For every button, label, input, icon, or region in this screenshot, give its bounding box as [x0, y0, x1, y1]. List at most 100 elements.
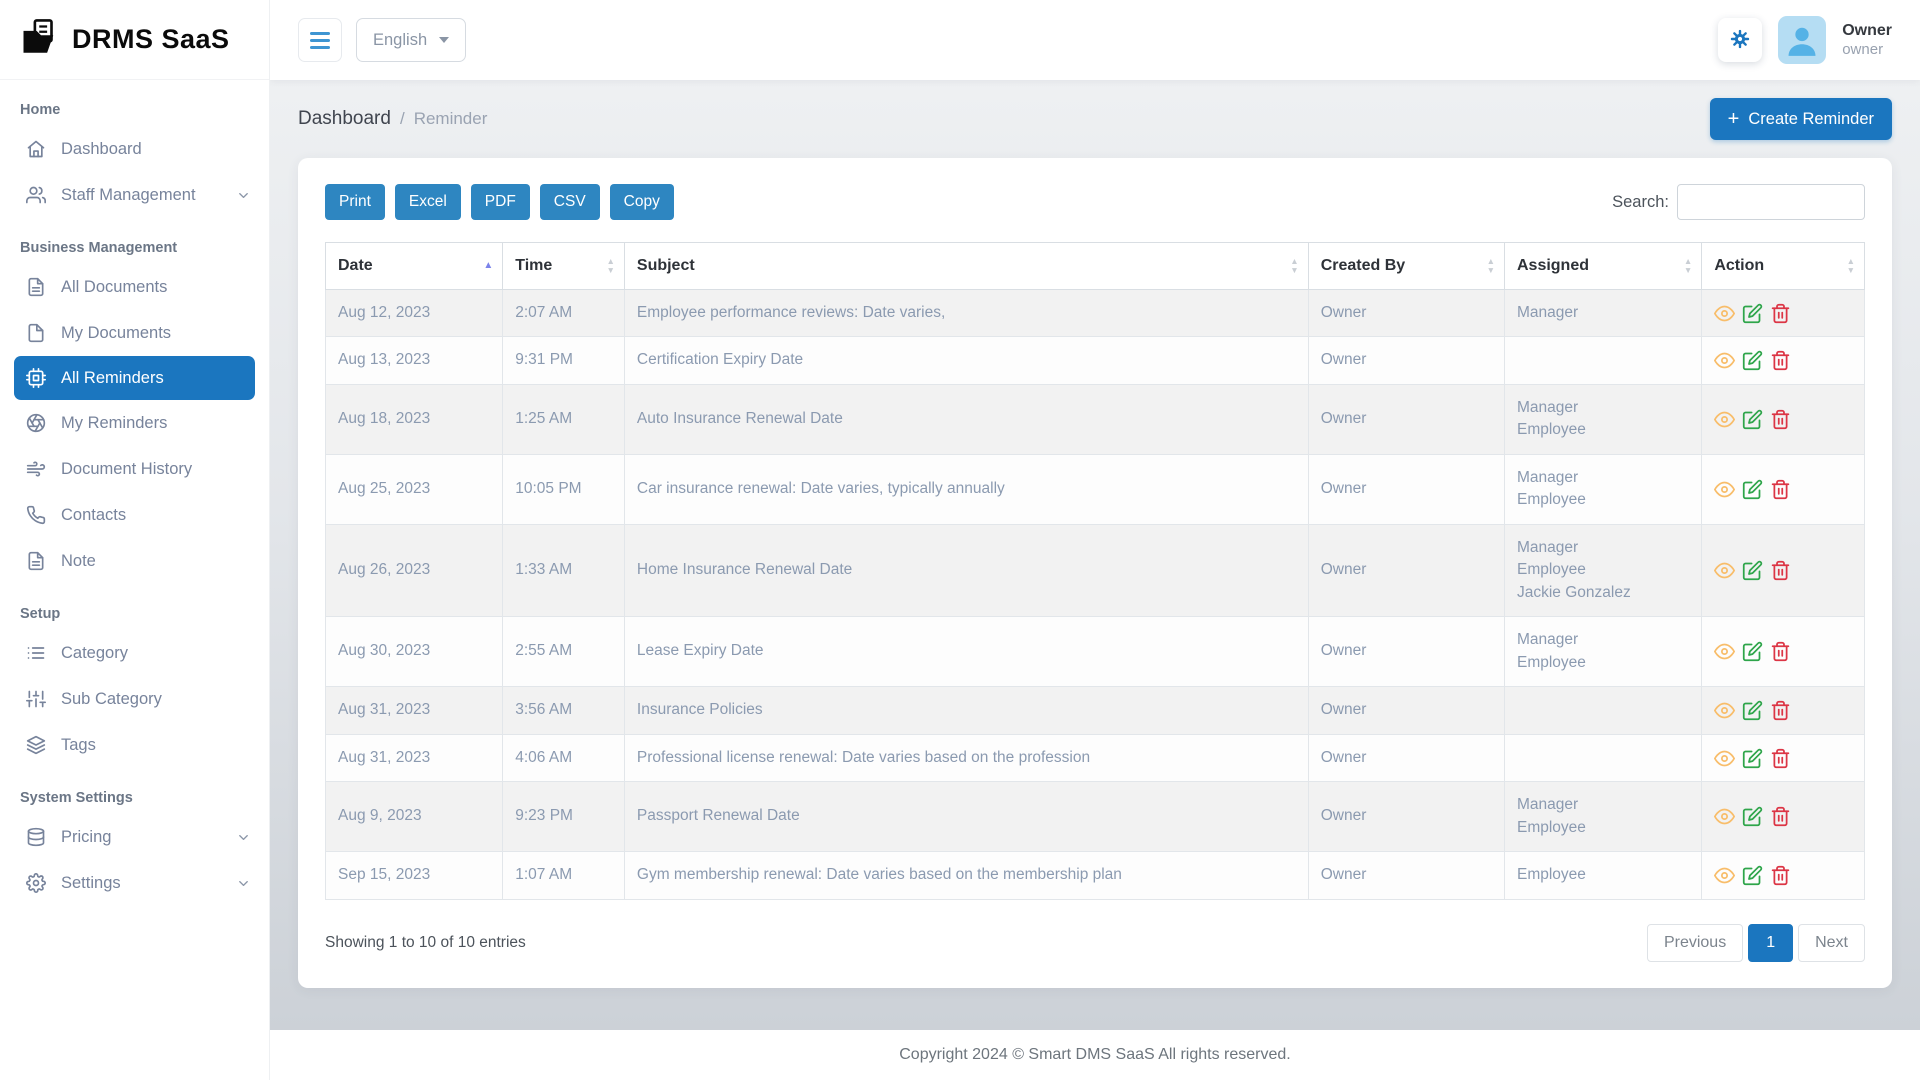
delete-reminder-button[interactable] [1770, 700, 1791, 721]
column-header-created-by[interactable]: Created By ▲ ▼ [1307, 242, 1505, 290]
search-wrap: Search: [1612, 184, 1865, 220]
view-reminder-button[interactable] [1714, 748, 1736, 769]
delete-reminder-button[interactable] [1770, 806, 1791, 827]
sidebar-item-all-reminders[interactable]: All Reminders [14, 356, 255, 400]
view-reminder-button[interactable] [1714, 350, 1736, 371]
next-page-button[interactable]: Next [1798, 923, 1865, 962]
edit-reminder-button[interactable] [1742, 479, 1763, 500]
edit-reminder-button[interactable] [1742, 806, 1763, 827]
sidebar-item-contacts[interactable]: Contacts [0, 492, 269, 538]
edit-reminder-button[interactable] [1742, 303, 1763, 324]
delete-reminder-button[interactable] [1770, 641, 1791, 662]
delete-reminder-button[interactable] [1770, 303, 1791, 324]
edit-reminder-button[interactable] [1742, 409, 1763, 430]
sidebar-section: Setup Category Sub Category Tags [0, 584, 269, 768]
cell-action [1701, 523, 1865, 618]
sidebar-item-pricing[interactable]: Pricing [0, 814, 269, 860]
main-area: English [270, 0, 1920, 1080]
copy-button[interactable]: Copy [609, 184, 674, 220]
plus-icon: + [1727, 108, 1740, 130]
create-reminder-button[interactable]: + Create Reminder [1709, 98, 1892, 140]
trash-icon [1770, 410, 1791, 430]
previous-page-button[interactable]: Previous [1646, 923, 1744, 962]
page-1-button[interactable]: 1 [1748, 923, 1794, 962]
view-reminder-button[interactable] [1714, 641, 1736, 662]
search-input[interactable] [1677, 184, 1865, 220]
assigned-name: Employee [1516, 818, 1586, 836]
column-header-action[interactable]: Action ▲ ▼ [1701, 242, 1865, 290]
column-header-date[interactable]: Date ▲▼ [324, 242, 504, 290]
sidebar-item-my-reminders[interactable]: My Reminders [0, 400, 269, 446]
sidebar-item-dashboard[interactable]: Dashboard [0, 126, 269, 172]
view-reminder-button[interactable] [1714, 865, 1736, 886]
eye-icon [1714, 808, 1736, 825]
assigned-name: Manager [1516, 796, 1579, 814]
copyright-text: Copyright 2024 © Smart DMS SaaS All righ… [899, 1046, 1291, 1063]
cell-subject: Gym membership renewal: Date varies base… [623, 851, 1309, 900]
column-header-assigned[interactable]: Assigned ▲ ▼ [1503, 242, 1703, 290]
trash-icon [1770, 865, 1791, 886]
print-button[interactable]: Print [325, 184, 385, 220]
edit-reminder-button[interactable] [1742, 865, 1763, 886]
sidebar-item-all-documents[interactable]: All Documents [0, 264, 269, 310]
view-reminder-button[interactable] [1714, 806, 1736, 827]
delete-reminder-button[interactable] [1770, 479, 1791, 500]
cell-date: Aug 31, 2023 [324, 686, 504, 735]
language-dropdown[interactable]: English [356, 18, 467, 62]
assigned-name: Employee [1516, 421, 1586, 439]
edit-reminder-button[interactable] [1742, 350, 1763, 371]
layers-icon [26, 735, 46, 755]
settings-icon [26, 873, 46, 893]
eye-icon [1714, 562, 1736, 579]
csv-button[interactable]: CSV [539, 184, 600, 220]
delete-reminder-button[interactable] [1770, 748, 1791, 769]
sidebar-item-my-documents[interactable]: My Documents [0, 310, 269, 356]
delete-reminder-button[interactable] [1770, 865, 1791, 886]
column-header-time[interactable]: Time ▲ ▼ [502, 242, 625, 290]
edit-reminder-button[interactable] [1742, 560, 1763, 581]
column-header-subject[interactable]: Subject ▲ ▼ [623, 242, 1309, 290]
cell-time: 10:05 PM [502, 453, 625, 525]
file-icon [26, 323, 46, 343]
view-reminder-button[interactable] [1714, 409, 1736, 430]
edit-icon [1742, 479, 1763, 500]
table-row: Aug 25, 2023 10:05 PM Car insurance rene… [324, 453, 1865, 525]
edit-icon [1742, 303, 1763, 324]
edit-reminder-button[interactable] [1742, 700, 1763, 721]
edit-reminder-button[interactable] [1742, 748, 1763, 769]
excel-button[interactable]: Excel [394, 184, 461, 220]
cell-assigned: Manager Employee Jackie Gonzalez [1503, 523, 1703, 618]
sidebar-section: Business Management All Documents My Doc… [0, 218, 269, 584]
sidebar-item-category[interactable]: Category [0, 630, 269, 676]
pdf-button[interactable]: PDF [470, 184, 530, 220]
chevron-down-icon [236, 830, 251, 845]
sidebar-item-staff-management[interactable]: Staff Management [0, 172, 269, 218]
view-reminder-button[interactable] [1714, 479, 1736, 500]
settings-gear-button[interactable] [1718, 18, 1763, 62]
view-reminder-button[interactable] [1714, 560, 1736, 581]
breadcrumb-current: Reminder [413, 109, 488, 128]
sidebar-toggle-button[interactable] [298, 18, 342, 62]
view-reminder-button[interactable] [1714, 303, 1736, 324]
delete-reminder-button[interactable] [1770, 350, 1791, 371]
sidebar-section-label: Home [20, 102, 61, 118]
breadcrumb-dashboard-link[interactable]: Dashboard [298, 108, 391, 129]
cell-assigned: Manager Employee [1503, 616, 1703, 688]
sidebar-item-tags[interactable]: Tags [0, 722, 269, 768]
table-row: Aug 26, 2023 1:33 AM Home Insurance Rene… [324, 523, 1865, 618]
edit-reminder-button[interactable] [1742, 641, 1763, 662]
eye-icon [1714, 411, 1736, 428]
user-avatar[interactable] [1778, 16, 1827, 64]
sidebar-item-sub-category[interactable]: Sub Category [0, 676, 269, 722]
table-toolbar: Print Excel PDF CSV Copy Search: [325, 184, 1865, 220]
sidebar-item-document-history[interactable]: Document History [0, 446, 269, 492]
cell-subject: Professional license renewal: Date varie… [623, 733, 1309, 783]
delete-reminder-button[interactable] [1770, 409, 1791, 430]
sidebar-item-note[interactable]: Note [0, 538, 269, 584]
trash-icon [1770, 561, 1791, 581]
delete-reminder-button[interactable] [1770, 560, 1791, 581]
view-reminder-button[interactable] [1714, 700, 1736, 721]
cell-created-by: Owner [1307, 781, 1505, 853]
sidebar-item-settings[interactable]: Settings [0, 860, 269, 906]
